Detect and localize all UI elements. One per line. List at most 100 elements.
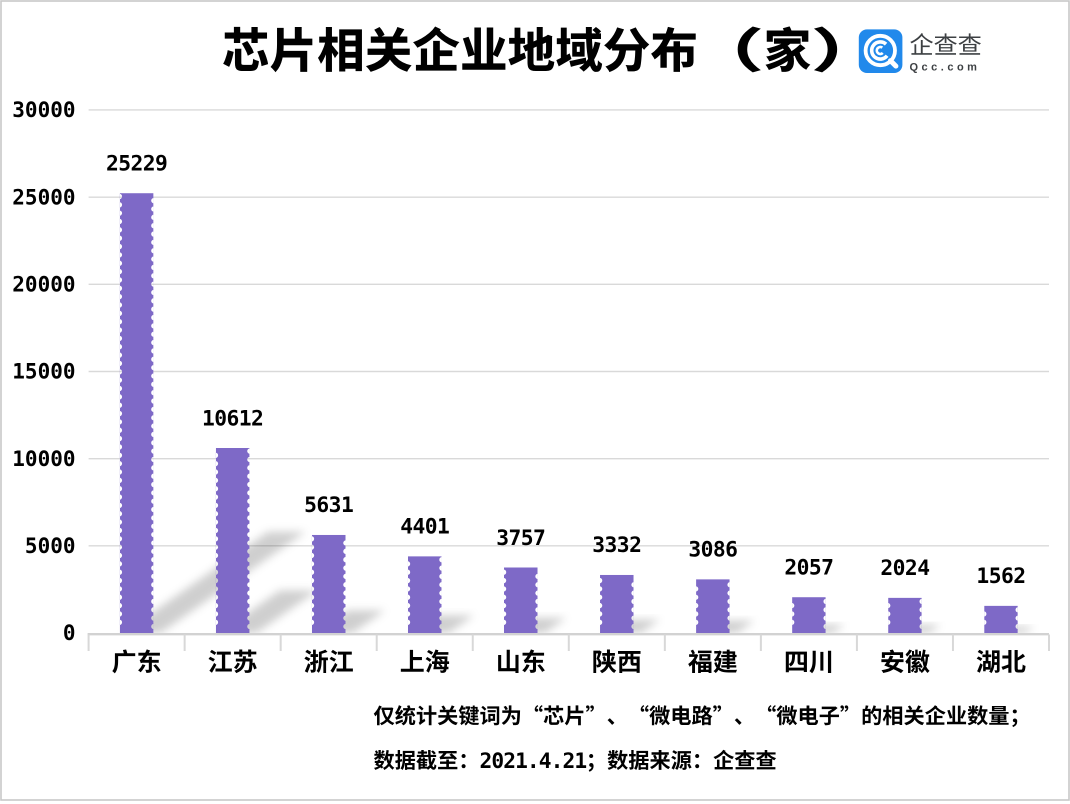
glyph bbox=[604, 27, 650, 73]
glyph bbox=[534, 705, 543, 712]
glyph bbox=[112, 649, 136, 674]
title-text: 芯片相关企业地域分布（家） bbox=[222, 26, 841, 79]
glyph bbox=[799, 705, 819, 726]
glyph bbox=[317, 26, 362, 72]
chart-title: 芯片相关企业地域分布（家） bbox=[222, 26, 841, 79]
glyph bbox=[967, 705, 988, 726]
y-tick-label: 20000 bbox=[12, 273, 75, 297]
bar bbox=[888, 597, 922, 634]
glyph bbox=[976, 649, 1000, 674]
logo-handle bbox=[888, 58, 899, 69]
x-axis bbox=[87, 633, 1050, 651]
glyph bbox=[208, 649, 232, 673]
glyph bbox=[438, 750, 458, 770]
bar bbox=[407, 556, 442, 634]
glyph bbox=[304, 649, 328, 673]
category-label-glyphs bbox=[498, 649, 545, 673]
y-tick-label: 30000 bbox=[12, 98, 75, 122]
glyph bbox=[881, 649, 904, 674]
category-label: 广东 bbox=[112, 649, 162, 677]
bar-value-label: 1562 bbox=[976, 564, 1025, 589]
bar-value-label: 5631 bbox=[304, 493, 353, 518]
qcc-logo: 企查查 Qcc.com bbox=[858, 29, 981, 73]
y-tick-label: 10000 bbox=[12, 447, 75, 471]
category-label-glyphs bbox=[881, 649, 930, 674]
glyph bbox=[785, 651, 807, 673]
category-label-glyphs bbox=[400, 649, 450, 673]
glyph bbox=[543, 705, 564, 725]
glyph bbox=[640, 705, 649, 712]
text-run-latin: 2021.4.21 bbox=[480, 748, 587, 773]
bar-value-label: 4401 bbox=[400, 515, 449, 540]
glyph bbox=[734, 749, 755, 770]
glyph bbox=[556, 26, 603, 72]
bar-value-label: 10612 bbox=[202, 406, 263, 431]
glyph bbox=[373, 705, 395, 726]
bar bbox=[119, 193, 154, 634]
category-label: 安徽 bbox=[880, 649, 930, 677]
y-tick-label: 5000 bbox=[25, 534, 76, 558]
glyph bbox=[882, 705, 903, 726]
y-tick-label: 25000 bbox=[12, 185, 75, 209]
category-label-glyphs bbox=[304, 649, 353, 673]
bar-value-label: 3757 bbox=[496, 526, 545, 551]
glyph bbox=[586, 705, 594, 712]
glyph bbox=[233, 649, 257, 674]
glyph bbox=[373, 749, 395, 770]
glyph bbox=[461, 754, 466, 769]
y-axis-tick-labels: 30000 25000 20000 15000 10000 5000 0 bbox=[12, 98, 75, 645]
glyph bbox=[910, 33, 933, 55]
glyph bbox=[458, 705, 479, 726]
glyph bbox=[607, 749, 628, 770]
category-label-glyphs bbox=[688, 649, 738, 674]
glyph bbox=[649, 749, 671, 770]
glyph bbox=[713, 705, 722, 712]
gridlines bbox=[88, 109, 1049, 547]
glyph bbox=[329, 649, 353, 673]
glyph bbox=[713, 749, 734, 770]
glyph bbox=[695, 754, 700, 769]
glyph bbox=[989, 706, 1009, 725]
logo-domain-text: Qcc.com bbox=[910, 61, 981, 73]
bar-value-label: 25229 bbox=[106, 152, 167, 177]
category-label: 湖北 bbox=[976, 649, 1026, 677]
glyph bbox=[755, 749, 777, 770]
category-label-glyphs bbox=[593, 649, 641, 674]
glyph bbox=[365, 26, 412, 72]
glyph bbox=[508, 26, 555, 72]
glyph bbox=[934, 33, 957, 55]
glyph bbox=[618, 650, 641, 673]
bar-value-label: 2024 bbox=[880, 556, 929, 581]
glyph bbox=[734, 718, 742, 725]
footer-line1: 仅统计关键词为“芯片”、“微电路”、“微电子”的相关企业数量； bbox=[374, 704, 946, 728]
y-tick-label: 0 bbox=[63, 621, 76, 645]
glyph bbox=[947, 705, 967, 725]
glyph bbox=[437, 705, 458, 726]
x-axis-category-labels: 广东 江苏 浙江 上海 山东 陕西 福建 四川 安徽 湖北 bbox=[112, 649, 1026, 677]
glyph bbox=[737, 26, 761, 73]
glyph bbox=[462, 27, 506, 70]
glyph bbox=[767, 705, 776, 712]
category-label: 四川 bbox=[784, 649, 834, 677]
glyph bbox=[776, 705, 798, 726]
glyph bbox=[564, 705, 584, 726]
bars bbox=[119, 193, 1018, 634]
glyph bbox=[651, 26, 696, 72]
bar-value-label: 2057 bbox=[784, 555, 833, 580]
bar-value-labels: 25229 10612 5631 4401 3757 3332 3086 2057 2024 15… bbox=[106, 152, 1026, 590]
bar-value-label: 3332 bbox=[592, 533, 641, 558]
glyph bbox=[413, 26, 460, 71]
bar bbox=[696, 579, 730, 634]
glyph bbox=[501, 705, 521, 726]
glyph bbox=[905, 649, 930, 674]
bar bbox=[792, 597, 826, 634]
glyph bbox=[809, 650, 832, 674]
category-label: 山东 bbox=[496, 649, 546, 677]
glyph bbox=[607, 718, 615, 725]
y-tick-label: 15000 bbox=[12, 360, 75, 384]
glyph bbox=[672, 705, 691, 726]
